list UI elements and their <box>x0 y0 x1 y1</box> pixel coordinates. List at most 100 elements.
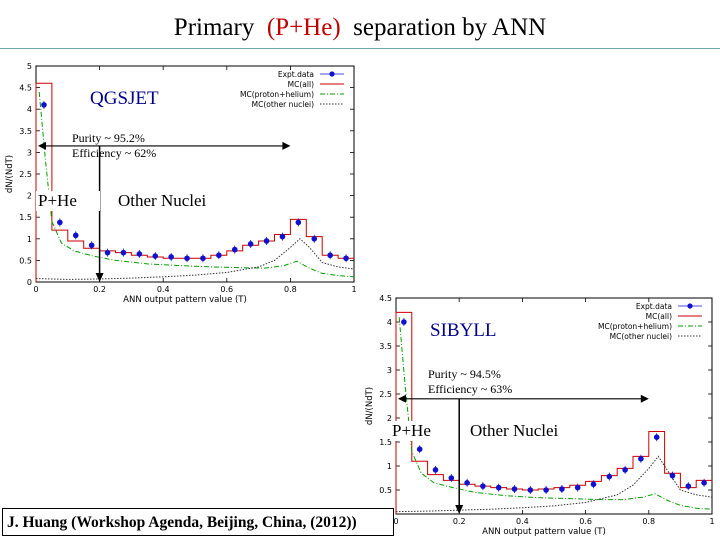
region-label-left-bg <box>390 421 454 441</box>
expt-data-point <box>495 484 502 491</box>
x-tick-label: 0.8 <box>642 517 655 526</box>
title-prefix: Primary <box>173 14 255 41</box>
region-label-other-nuclei: Other Nuclei <box>118 191 207 210</box>
x-tick-label: 0 <box>393 517 398 526</box>
y-tick-label: 3.5 <box>379 342 392 351</box>
y-tick-label: 2.5 <box>19 170 32 179</box>
expt-data-point <box>279 233 286 240</box>
legend-mc-all-label: MC(all) <box>646 312 672 321</box>
title-suffix: separation by ANN <box>353 14 547 41</box>
expt-data-point <box>231 246 238 253</box>
region-label-p-he: P+He <box>392 421 431 440</box>
y-tick-label: 0 <box>27 278 32 287</box>
footer-citation: J. Huang (Workshop Agenda, Beijing, Chin… <box>2 508 394 536</box>
x-axis-label: ANN output pattern value (T) <box>482 527 606 537</box>
series-mc-all <box>395 311 712 514</box>
purity-label: Purity ~ 94.5% <box>428 367 501 381</box>
expt-data-point <box>448 475 455 481</box>
x-tick-label: 1 <box>709 517 714 526</box>
expt-data-point <box>511 486 518 492</box>
legend-expt-data-marker <box>687 303 693 309</box>
expt-data-point <box>701 480 707 486</box>
x-tick-label: 0.6 <box>579 517 592 526</box>
cut-arrow-head <box>455 505 464 514</box>
region-label-right-bg <box>468 421 596 441</box>
model-label: SIBYLL <box>430 320 497 341</box>
y-tick-label: 2.5 <box>379 390 392 399</box>
chart-qgsjet: 0 0.5 1 1.5 2 2.5 3 3.5 4 4.5 5 0 0.2 0.4 0.6 0.8 1 ANN o… <box>0 56 368 306</box>
expt-data-point <box>464 480 470 486</box>
expt-data-point <box>184 255 190 262</box>
y-tick-label: 2 <box>27 192 32 201</box>
cut-arrow-head <box>95 273 104 282</box>
expt-data-point <box>343 255 349 262</box>
legend-expt-data-label: Expt.data <box>278 70 314 79</box>
x-tick-label: 0 <box>33 285 38 294</box>
title-accent: (P+He) <box>266 14 341 41</box>
expt-data-point <box>653 434 660 440</box>
y-tick-label: 4.5 <box>19 84 32 93</box>
x-tick-label: 0.4 <box>157 285 170 294</box>
y-tick-label: 5 <box>27 62 32 71</box>
legend-mc-all-label: MC(all) <box>288 80 314 89</box>
x-tick-label: 0.4 <box>516 517 529 526</box>
purity-label: Purity ~ 95.2% <box>72 131 145 145</box>
legend-mc-proton-helium-label: MC(proton+helium) <box>240 90 314 99</box>
legend-mc-other-nuclei-label: MC(other nuclei) <box>252 100 314 109</box>
expt-data-point <box>327 252 333 259</box>
y-tick-label: 1 <box>387 462 392 471</box>
y-tick-label: 0.5 <box>19 256 32 265</box>
x-tick-label: 0.8 <box>284 285 297 294</box>
expt-data-point <box>41 102 47 108</box>
expt-data-point <box>263 238 270 244</box>
expt-data-point <box>247 241 254 247</box>
y-tick-label: 3.5 <box>19 127 32 136</box>
slide-title: Primary (P+He) separation by ANN <box>0 14 720 42</box>
y-tick-label: 4 <box>27 105 32 114</box>
expt-data-point <box>104 249 111 256</box>
x-tick-label: 0.2 <box>453 517 466 526</box>
x-tick-label: 1 <box>351 285 356 294</box>
y-axis-label: dN/(NdT) <box>365 387 375 425</box>
y-axis-label: dN/(NdT) <box>5 155 15 193</box>
expt-data-point <box>200 255 206 262</box>
expt-data-point <box>669 472 676 479</box>
series-mc-other-nuclei <box>395 455 713 513</box>
separation-arrow-right-head <box>282 141 291 150</box>
title-divider <box>0 48 720 49</box>
expt-data-point <box>574 484 581 491</box>
x-tick-label: 0.6 <box>220 285 233 294</box>
series-mc-proton-helium <box>38 91 355 278</box>
series-mc-all <box>35 82 354 282</box>
y-tick-label: 0.5 <box>379 486 392 495</box>
expt-data-point <box>120 249 127 256</box>
expt-data-point <box>401 319 407 325</box>
efficiency-label: Efficiency ~ 63% <box>428 382 512 396</box>
expt-data-point <box>416 446 423 452</box>
expt-data-point <box>527 487 534 493</box>
region-label-left-bg <box>36 191 100 211</box>
expt-data-point <box>606 473 613 480</box>
expt-data-point <box>543 487 549 493</box>
expt-data-point <box>72 232 79 239</box>
region-label-p-he: P+He <box>38 191 77 210</box>
y-tick-label: 1.5 <box>19 213 32 222</box>
expt-data-point <box>216 252 222 259</box>
expt-data-point <box>622 467 628 473</box>
series-mc-other-nuclei <box>35 238 355 280</box>
legend-mc-proton-helium-label: MC(proton+helium) <box>598 322 672 331</box>
x-tick-label: 0.2 <box>93 285 106 294</box>
legend-expt-data-label: Expt.data <box>636 302 672 311</box>
legend-mc-other-nuclei-label: MC(other nuclei) <box>610 332 672 341</box>
expt-data-point <box>136 251 143 257</box>
region-label-right-bg <box>116 191 244 211</box>
expt-data-point <box>152 253 159 259</box>
expt-data-point <box>88 242 95 249</box>
legend-expt-data-marker <box>329 71 335 77</box>
expt-data-point <box>295 219 302 226</box>
x-axis-label: ANN output pattern value (T) <box>123 295 247 305</box>
y-tick-label: 3 <box>27 148 32 157</box>
expt-data-point <box>685 483 692 489</box>
